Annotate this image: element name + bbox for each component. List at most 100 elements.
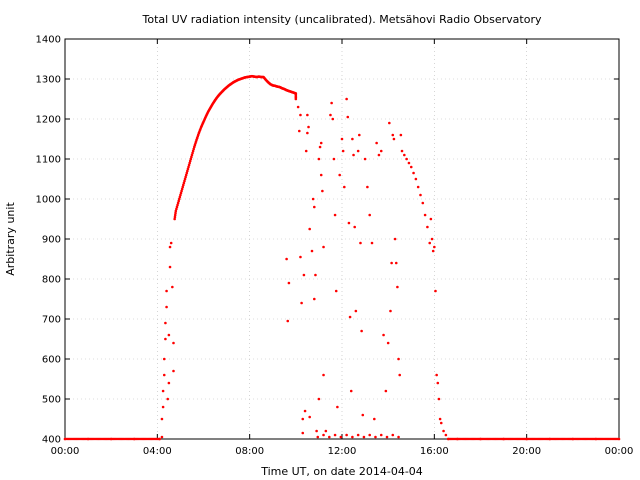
- data-point: [321, 189, 324, 193]
- y-tick-label: 1200: [36, 115, 61, 126]
- data-point: [434, 289, 437, 293]
- y-tick-label: 1300: [36, 75, 61, 86]
- data-point: [345, 97, 348, 101]
- data-point: [373, 417, 376, 421]
- data-point: [191, 149, 195, 153]
- data-point: [333, 433, 337, 437]
- data-point: [358, 133, 361, 137]
- data-point: [189, 157, 193, 161]
- data-point: [428, 241, 432, 245]
- data-point: [317, 397, 321, 401]
- data-point: [330, 101, 333, 105]
- data-point: [438, 417, 442, 421]
- data-point: [203, 116, 207, 120]
- data-point: [377, 153, 381, 157]
- data-point: [409, 165, 413, 169]
- data-point: [362, 435, 366, 439]
- data-point: [190, 155, 193, 159]
- data-point: [338, 173, 341, 177]
- data-point: [359, 241, 362, 245]
- data-point: [310, 249, 314, 253]
- data-point: [161, 405, 165, 409]
- data-point: [388, 121, 391, 125]
- y-tick-label: 400: [42, 435, 61, 446]
- data-point: [176, 201, 180, 205]
- data-point: [287, 281, 291, 285]
- data-point: [429, 217, 433, 221]
- data-point: [296, 105, 300, 109]
- data-point: [173, 213, 177, 217]
- data-point: [392, 137, 396, 141]
- x-tick-label: 04:00: [143, 446, 172, 457]
- data-point: [322, 373, 325, 377]
- data-point: [188, 159, 192, 163]
- y-tick-label: 600: [42, 355, 61, 366]
- x-tick-label: 16:00: [420, 446, 449, 457]
- data-point: [167, 381, 171, 385]
- data-point: [356, 433, 360, 437]
- x-axis-label: Time UT, on date 2014-04-04: [260, 465, 423, 478]
- data-point: [403, 153, 406, 157]
- data-point: [435, 373, 438, 377]
- data-point: [161, 389, 165, 393]
- data-point: [184, 175, 187, 179]
- data-point: [164, 337, 167, 341]
- data-point: [360, 329, 363, 333]
- data-point: [426, 225, 429, 229]
- data-point: [390, 261, 393, 265]
- y-tick-label: 1100: [36, 155, 61, 166]
- data-point: [433, 245, 436, 249]
- data-point: [184, 173, 188, 177]
- data-point: [179, 193, 182, 197]
- y-tick-label: 1400: [36, 35, 61, 46]
- data-point: [160, 417, 164, 421]
- data-point: [353, 225, 356, 229]
- data-point: [334, 289, 338, 293]
- data-point: [400, 149, 404, 153]
- data-point: [437, 397, 441, 401]
- x-tick-label: 00:00: [51, 446, 80, 457]
- data-point: [368, 213, 372, 217]
- data-point: [188, 161, 191, 165]
- data-point: [412, 171, 415, 175]
- data-point: [171, 285, 174, 289]
- data-point: [333, 213, 337, 217]
- data-point: [341, 149, 345, 153]
- data-point: [302, 273, 306, 277]
- data-point: [308, 415, 311, 419]
- data-point: [379, 433, 383, 437]
- data-point: [379, 149, 383, 153]
- y-axis-label: Arbitrary unit: [4, 202, 17, 276]
- data-point: [175, 205, 179, 209]
- data-point: [199, 127, 202, 130]
- data-point: [331, 117, 335, 121]
- chart-title: Total UV radiation intensity (uncalibrat…: [142, 13, 542, 26]
- y-tick-label: 800: [42, 275, 61, 286]
- x-tick-label: 12:00: [328, 446, 357, 457]
- data-point: [444, 433, 448, 437]
- data-point: [421, 201, 425, 205]
- data-point: [164, 321, 167, 325]
- data-point: [301, 431, 305, 435]
- y-tick-label: 900: [42, 235, 61, 246]
- data-point: [389, 309, 392, 313]
- data-point: [343, 185, 346, 189]
- data-point: [313, 297, 316, 301]
- data-point: [391, 433, 395, 437]
- data-point: [366, 185, 369, 189]
- data-point: [345, 433, 348, 437]
- data-point: [319, 141, 323, 145]
- data-point: [348, 315, 352, 319]
- data-point: [197, 133, 200, 136]
- data-point: [167, 333, 171, 337]
- data-points: [63, 74, 621, 441]
- data-point: [304, 149, 308, 153]
- data-point: [436, 381, 440, 385]
- data-point: [166, 397, 170, 401]
- data-point: [332, 157, 336, 161]
- data-point: [370, 241, 374, 245]
- data-point: [174, 211, 177, 215]
- data-point: [172, 341, 175, 345]
- data-point: [431, 249, 435, 253]
- data-point: [181, 185, 185, 189]
